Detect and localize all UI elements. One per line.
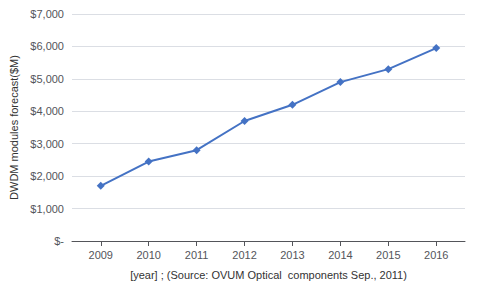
svg-text:$6,000: $6,000: [30, 40, 64, 52]
svg-text:2010: 2010: [136, 249, 160, 261]
svg-text:2009: 2009: [89, 249, 113, 261]
svg-text:2014: 2014: [328, 249, 352, 261]
svg-text:2015: 2015: [376, 249, 400, 261]
svg-text:2011: 2011: [185, 249, 209, 261]
svg-text:2013: 2013: [280, 249, 304, 261]
svg-text:[year] ; (Source: OVUM Optical: [year] ; (Source: OVUM Optical component…: [130, 269, 407, 281]
svg-text:$3,000: $3,000: [30, 138, 64, 150]
svg-text:2012: 2012: [232, 249, 256, 261]
svg-text:$2,000: $2,000: [30, 170, 64, 182]
svg-text:$1,000: $1,000: [30, 203, 64, 215]
svg-text:2016: 2016: [424, 249, 448, 261]
svg-text:DWDM modules forecast($M): DWDM modules forecast($M): [8, 55, 20, 200]
svg-text:$-: $-: [54, 235, 64, 247]
svg-text:$7,000: $7,000: [30, 8, 64, 20]
svg-text:$4,000: $4,000: [30, 105, 64, 117]
svg-text:$5,000: $5,000: [30, 73, 64, 85]
